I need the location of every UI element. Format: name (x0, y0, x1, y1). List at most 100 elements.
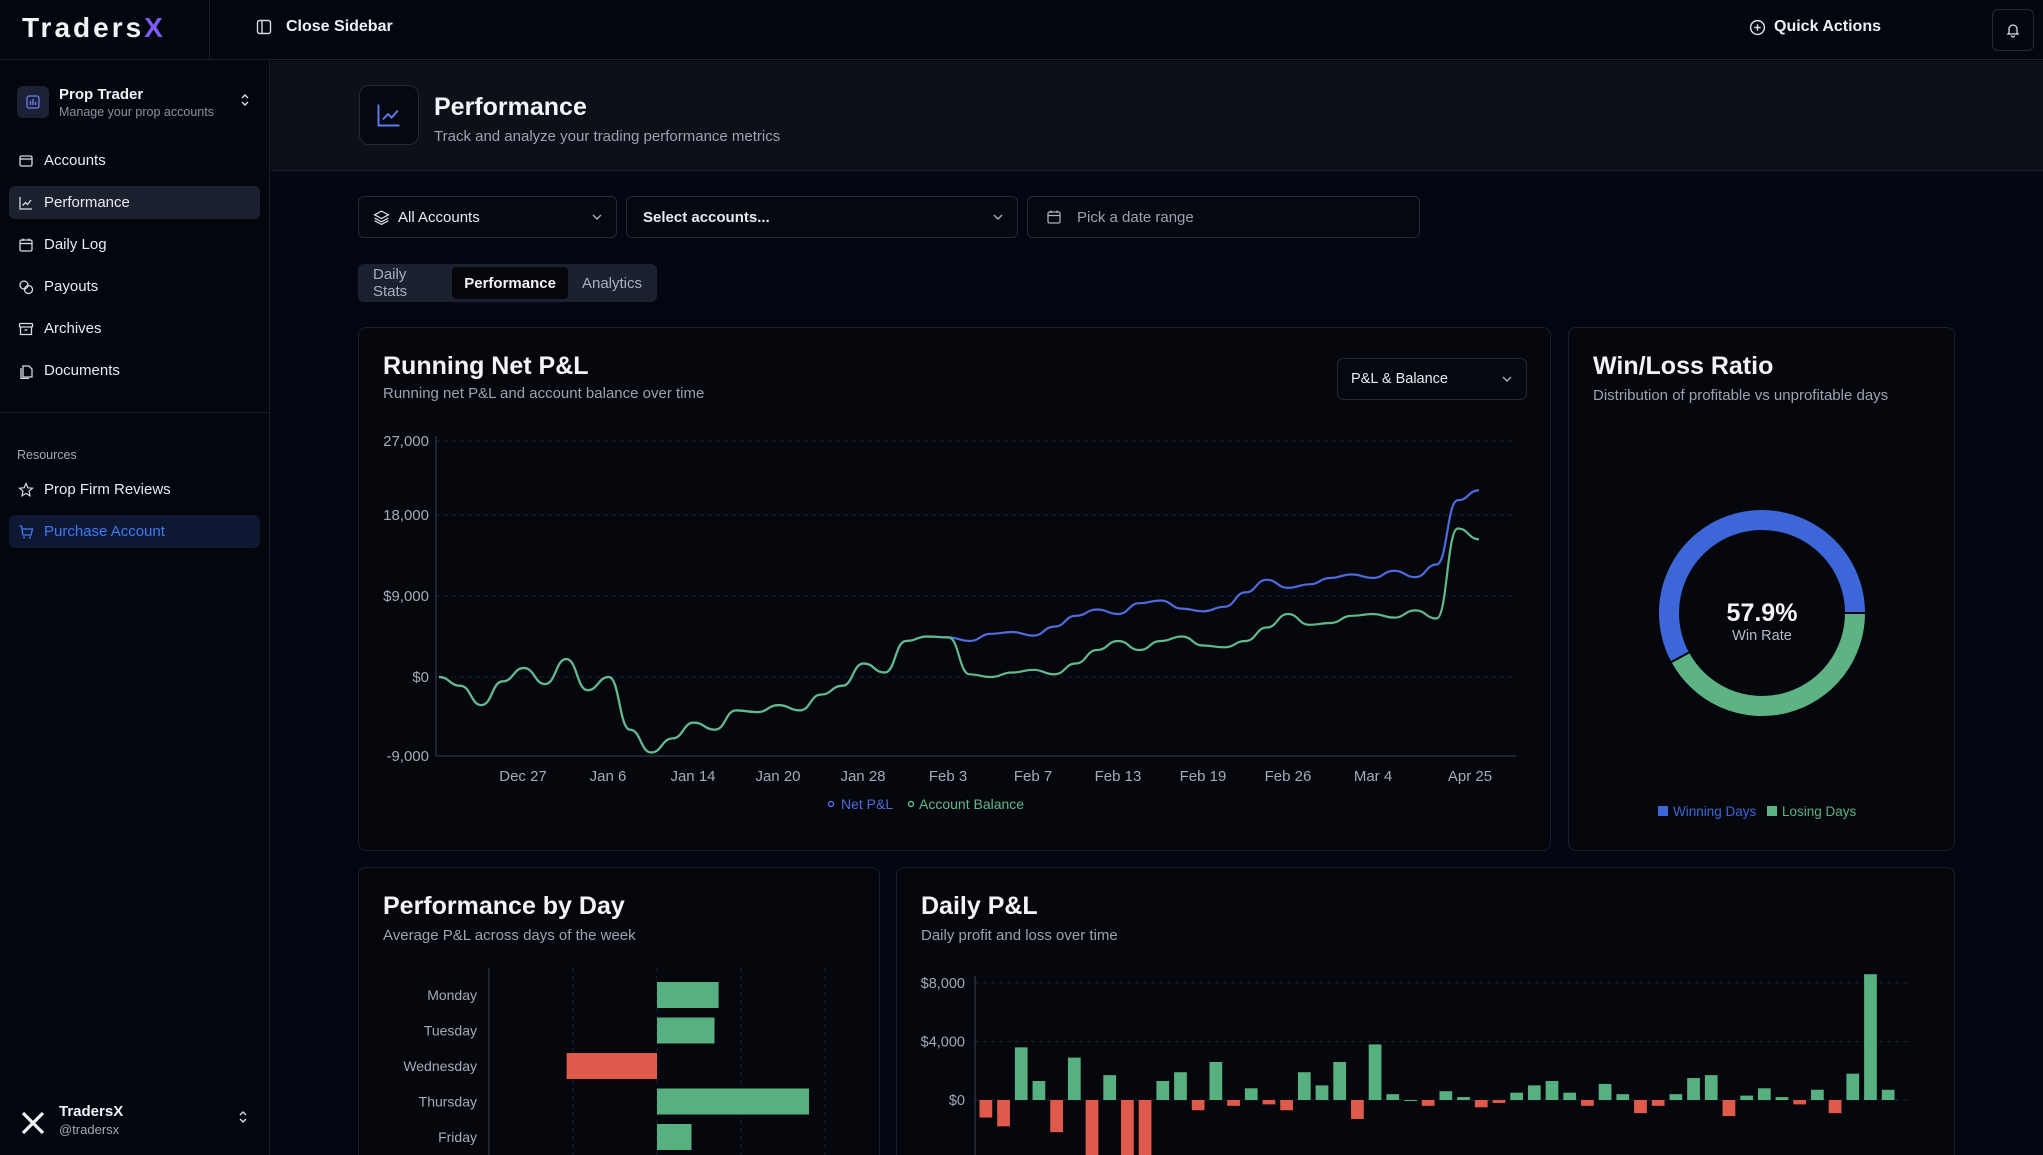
y-tick-label: Thursday (419, 1094, 477, 1110)
tab-performance[interactable]: Performance (452, 267, 568, 299)
sidebar-item-label: Accounts (44, 152, 106, 169)
logo-accent: X (144, 12, 166, 43)
daily-bar (1581, 1100, 1594, 1106)
win-rate-label: Win Rate (1732, 628, 1792, 644)
bar-thursday (657, 1088, 809, 1115)
daily-bar (1634, 1100, 1647, 1114)
series-line-net-pnl (438, 489, 1480, 754)
workspace-switcher[interactable]: Prop Trader Manage your prop accounts (17, 84, 257, 124)
sidebar-toggle-icon (256, 19, 272, 35)
daily-bar (1828, 1100, 1842, 1114)
x-tick-label: Jan 20 (755, 768, 800, 785)
daily-bar (1811, 1089, 1824, 1100)
legend-label-winning-days: Winning Days (1673, 804, 1757, 819)
workspace-subtitle: Manage your prop accounts (59, 105, 214, 119)
y-tick-label: Tuesday (424, 1023, 477, 1039)
y-tick-label: $0 (412, 669, 429, 686)
legend-label-net-pnl: Net P&L (841, 796, 893, 812)
sidebar-item-daily-log[interactable]: Daily Log (9, 228, 260, 261)
sidebar-item-accounts[interactable]: Accounts (9, 144, 260, 177)
donut-slice-winning (1657, 508, 1868, 664)
bar-monday (657, 982, 719, 1008)
notifications-button[interactable] (1992, 9, 2034, 51)
archive-icon (18, 322, 34, 335)
x-tick-label: Feb 7 (1014, 768, 1052, 785)
daily-bar (1881, 1089, 1895, 1100)
sidebar: Prop Trader Manage your prop accounts Ac… (0, 60, 270, 1155)
quick-actions-button[interactable]: Quick Actions (1749, 18, 1881, 36)
chart-mode-select[interactable]: P&L & Balance (1337, 358, 1527, 400)
sidebar-item-archives[interactable]: Archives (9, 312, 260, 345)
daily-bar (1032, 1080, 1046, 1100)
daily-bar (1014, 1047, 1028, 1100)
x-tick-label: Feb 3 (929, 768, 967, 785)
page-subtitle: Track and analyze your trading performan… (434, 128, 781, 145)
daily-bar (1864, 974, 1877, 1100)
layers-icon (373, 209, 390, 225)
y-tick-label: Monday (427, 987, 477, 1003)
card-title: Win/Loss Ratio (1593, 352, 1774, 380)
y-tick-label: $9,000 (383, 588, 429, 605)
daily-bar (1474, 1100, 1488, 1108)
daily-bar (1103, 1075, 1117, 1100)
y-tick-label: 27,000 (383, 433, 429, 450)
user-menu[interactable]: TradersX @tradersx (20, 1103, 255, 1143)
performance-by-day-card: Performance by Day Average P&L across da… (358, 867, 880, 1155)
daily-bar (1616, 1094, 1630, 1100)
x-tick-label: Jan 6 (590, 768, 627, 785)
close-sidebar-button[interactable]: Close Sidebar (256, 18, 393, 36)
date-range-picker[interactable]: Pick a date range (1027, 196, 1420, 238)
daily-bar (1262, 1100, 1276, 1105)
daily-bar (1138, 1100, 1152, 1155)
card-subtitle: Daily profit and loss over time (921, 927, 1118, 944)
card-subtitle: Distribution of profitable vs unprofitab… (1593, 387, 1889, 404)
x-tick-label: Jan 14 (670, 768, 715, 785)
page-header: Performance Track and analyze your tradi… (271, 61, 2043, 171)
logo-text: Traders (22, 12, 145, 43)
daily-bar (1191, 1100, 1205, 1111)
star-icon (18, 481, 34, 497)
y-tick-label: $8,000 (921, 976, 965, 992)
daily-bar (1545, 1080, 1559, 1100)
daily-bar (1421, 1100, 1435, 1106)
close-sidebar-label: Close Sidebar (286, 18, 393, 35)
tab-analytics[interactable]: Analytics (581, 274, 642, 292)
app-logo[interactable]: TradersX (22, 12, 166, 44)
daily-bar (1067, 1057, 1081, 1100)
y-tick-label: Wednesday (403, 1058, 477, 1074)
x-logo-icon (21, 1111, 45, 1135)
legend-label-account-balance: Account Balance (919, 796, 1024, 812)
sidebar-item-label: Performance (44, 194, 130, 211)
sidebar-item-documents[interactable]: Documents (9, 354, 260, 387)
x-tick-label: Feb 26 (1265, 768, 1312, 785)
sidebar-item-label: Documents (44, 362, 120, 379)
sidebar-item-label: Prop Firm Reviews (44, 481, 171, 498)
daily-bar (1651, 1100, 1665, 1106)
y-tick-label: -9,000 (386, 748, 429, 765)
tab-daily-stats[interactable]: Daily Stats (373, 266, 408, 300)
select-accounts-dropdown[interactable]: Select accounts... (626, 196, 1018, 238)
sidebar-item-payouts[interactable]: Payouts (9, 270, 260, 303)
legend-marker-losing-days (1767, 806, 1777, 816)
all-accounts-select[interactable]: All Accounts (358, 196, 617, 238)
running-pnl-chart: 27,000 18,000 $9,000 $0 -9,000 Dec 27 Jan 6 Jan… (383, 433, 1516, 812)
top-bar: TradersX Close Sidebar Quick Actions (0, 0, 2043, 60)
daily-bar (1669, 1094, 1683, 1100)
sidebar-item-performance[interactable]: Performance (9, 186, 260, 219)
daily-bar (1156, 1080, 1170, 1100)
select-accounts-placeholder: Select accounts... (643, 208, 770, 226)
user-handle: @tradersx (59, 1122, 120, 1137)
card-title: Daily P&L (921, 892, 1038, 920)
plus-circle-icon (1749, 19, 1766, 35)
chevrons-up-down-icon (241, 94, 249, 106)
documents-icon (20, 364, 33, 379)
daily-bar (1280, 1100, 1293, 1111)
card-title: Performance by Day (383, 892, 625, 920)
bar-wednesday (566, 1053, 657, 1079)
x-tick-label: Apr 25 (1448, 768, 1492, 785)
date-range-placeholder: Pick a date range (1077, 208, 1194, 226)
sidebar-item-prop-firm-reviews[interactable]: Prop Firm Reviews (9, 473, 260, 506)
sidebar-item-purchase-account[interactable]: Purchase Account (9, 515, 260, 548)
daily-bar (1510, 1092, 1523, 1100)
legend-label-losing-days: Losing Days (1782, 804, 1857, 819)
